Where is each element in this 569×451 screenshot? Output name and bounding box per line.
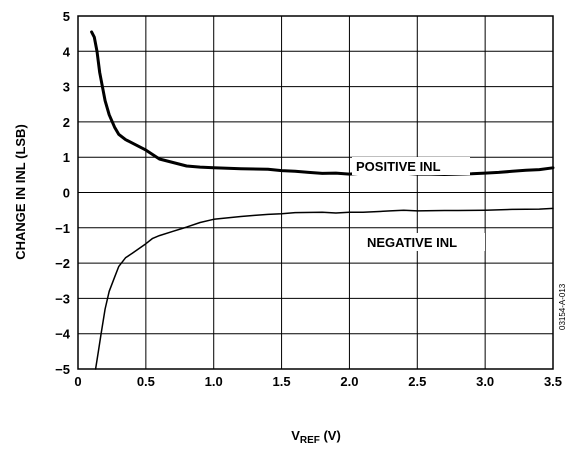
y-tick-label: −5 xyxy=(55,362,70,377)
y-tick-label: −1 xyxy=(55,221,70,236)
x-axis-label-main: V xyxy=(291,428,300,443)
x-axis-label-sub: REF xyxy=(300,435,320,446)
positive-inl-label-bg xyxy=(352,157,470,175)
positive-inl-line xyxy=(90,30,555,176)
y-tick-label: 4 xyxy=(63,44,71,59)
x-tick-label: 3.0 xyxy=(476,374,494,389)
y-tick-label: 1 xyxy=(63,150,70,165)
y-tick-label: 3 xyxy=(63,80,70,95)
x-tick-label: 2.5 xyxy=(408,374,426,389)
figure-code-watermark: 03154-A-013 xyxy=(558,283,567,330)
y-tick-label: 0 xyxy=(63,186,70,201)
x-axis-label: VREF (V) xyxy=(291,428,341,446)
positive-inl-label: POSITIVE INL xyxy=(356,159,441,174)
series-layer xyxy=(90,30,555,370)
x-tick-label: 2.0 xyxy=(340,374,358,389)
plot-frame xyxy=(77,15,554,370)
series-labels: POSITIVE INL NEGATIVE INL xyxy=(352,157,485,251)
x-tick-label: 1.0 xyxy=(205,374,223,389)
tick-labels: 0 0.5 1.0 1.5 2.0 2.5 3.0 3.5 5 4 3 2 1 0 −1 −2 −3 −4 −5 xyxy=(55,9,562,389)
y-axis-label: CHANGE IN INL (LSB) xyxy=(13,124,28,260)
y-tick-label: 5 xyxy=(63,9,70,24)
y-tick-label: 2 xyxy=(63,115,70,130)
x-tick-label: 0 xyxy=(74,374,81,389)
grid xyxy=(78,16,553,369)
y-tick-label: −3 xyxy=(55,291,70,306)
x-tick-label: 3.5 xyxy=(544,374,562,389)
negative-inl-line xyxy=(94,207,554,370)
x-tick-label: 1.5 xyxy=(273,374,291,389)
x-axis-label-unit: (V) xyxy=(320,428,341,443)
y-tick-label: −2 xyxy=(55,256,70,271)
negative-inl-label-bg xyxy=(363,233,485,251)
y-tick-label: −4 xyxy=(55,327,71,342)
x-tick-label: 0.5 xyxy=(137,374,155,389)
negative-inl-label: NEGATIVE INL xyxy=(367,235,457,250)
